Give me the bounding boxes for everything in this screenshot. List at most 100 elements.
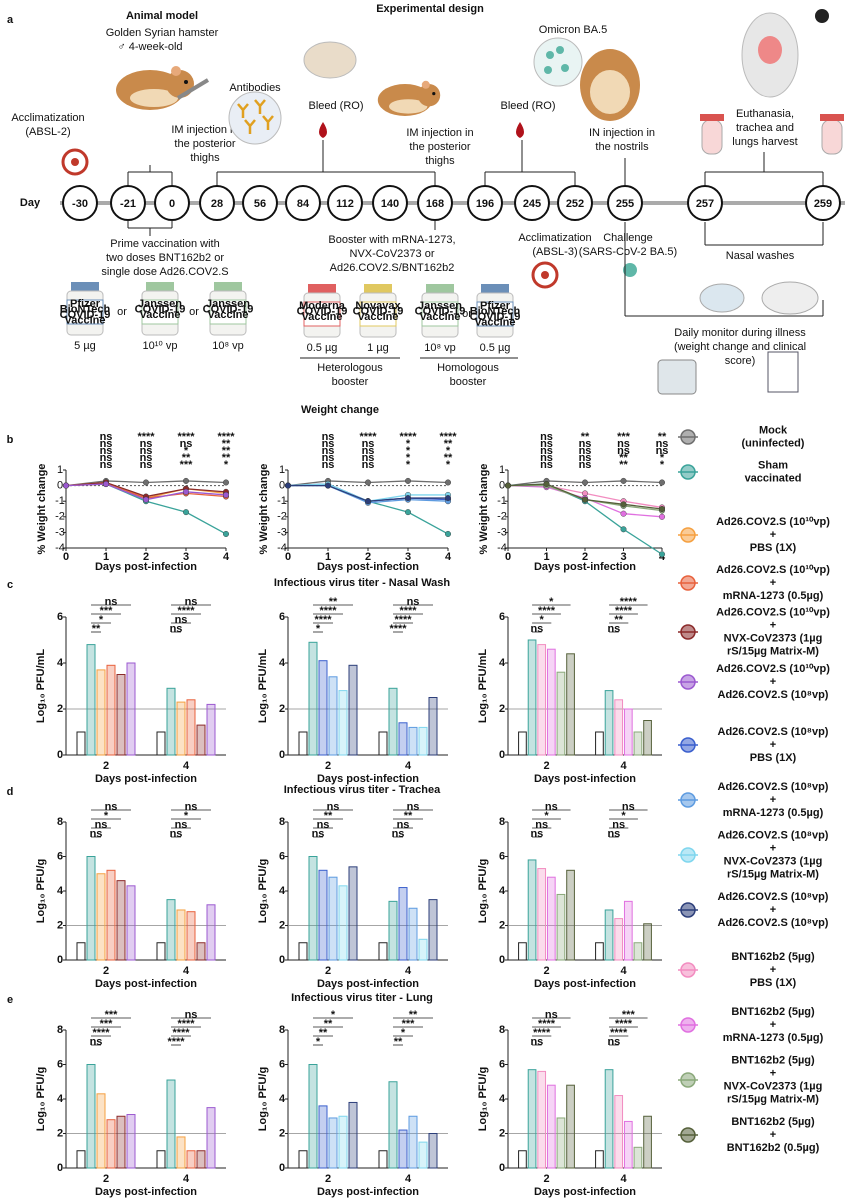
legend-label: BNT162b2 (5µg): [731, 951, 815, 963]
y-tick-label: 2: [279, 703, 285, 715]
y-tick-label: -1: [55, 495, 65, 507]
point: [582, 496, 589, 503]
vial-label: [359, 301, 397, 327]
bar: [318, 1105, 328, 1169]
y-axis-label: Log₁₀ PFU/g: [477, 859, 489, 924]
legend-label: Ad26.COV2.S (10⁸vp): [718, 781, 829, 793]
significance-label: ns: [607, 828, 620, 840]
y-tick-label: 8: [279, 1024, 285, 1036]
y-tick-label: 2: [279, 919, 285, 931]
bar: [418, 726, 428, 756]
y-tick-label: 2: [499, 919, 505, 931]
vial-text: Janssen: [206, 298, 250, 310]
significance-label: **: [222, 438, 231, 450]
legend-marker: [680, 575, 696, 591]
bar: [308, 1064, 318, 1169]
legend-label: PBS (1X): [750, 752, 797, 764]
text: thighs: [425, 155, 455, 167]
x-tick-label: 1: [325, 551, 331, 563]
vial-text: Vaccine: [302, 311, 343, 323]
bar: [378, 1150, 388, 1169]
y-tick-label: 4: [499, 885, 506, 897]
significance-label: ****: [533, 1027, 551, 1039]
bar: [106, 664, 116, 756]
y-axis-label: Log₁₀ PFU/g: [257, 859, 269, 924]
significance-label: ns: [362, 445, 375, 457]
point: [63, 482, 70, 489]
bar: [398, 1129, 408, 1169]
text: Heterologous: [317, 362, 383, 374]
text: Booster with mRNA-1273,: [328, 234, 455, 246]
y-tick-label: 1: [499, 464, 505, 476]
y-tick-label: 6: [57, 611, 63, 623]
point: [405, 495, 412, 502]
day-label: 259: [814, 198, 832, 210]
point: [365, 498, 372, 505]
text: Acclimatization: [518, 232, 591, 244]
day-circle: [607, 185, 643, 221]
bar: [156, 731, 166, 756]
significance-label: ****: [177, 431, 195, 443]
x-tick-label: 2: [103, 1173, 109, 1185]
dose-label: 10⁸ vp: [212, 340, 244, 352]
significance-label: *: [224, 459, 229, 471]
day-label: -30: [72, 198, 88, 210]
bar: [623, 708, 633, 756]
vial-cap: [426, 284, 454, 293]
significance-label: ns: [95, 819, 108, 831]
x-tick-label: 2: [543, 965, 549, 977]
significance-label: ns: [540, 445, 553, 457]
significance-label: ns: [617, 438, 630, 450]
y-tick-label: 2: [499, 1127, 505, 1139]
y-tick-label: 6: [499, 1058, 505, 1070]
skull-icon: [815, 9, 829, 23]
significance-label: **: [319, 1027, 328, 1039]
antibody: [262, 115, 274, 130]
day-circle: [372, 185, 408, 221]
vial-cap: [214, 282, 242, 291]
bar: [338, 885, 348, 961]
bar: [318, 660, 328, 756]
virus-bubble: [533, 37, 583, 87]
significance-label: *: [184, 445, 189, 457]
legend-marker: [680, 624, 696, 640]
y-tick-label: 0: [279, 480, 285, 492]
bar: [614, 918, 624, 961]
significance-label: *: [401, 1027, 406, 1039]
significance-label: ns: [322, 452, 335, 464]
significance-label: **: [394, 1036, 403, 1048]
significance-label: ****: [314, 614, 332, 626]
text: (SARS-CoV-2 BA.5): [579, 246, 677, 258]
significance-label: ns: [407, 596, 420, 608]
bar: [196, 724, 206, 756]
x-tick-label: 4: [183, 1173, 190, 1185]
significance-label: ns: [622, 801, 635, 813]
bar: [116, 674, 126, 756]
x-axis-label: Days post-infection: [95, 561, 197, 573]
bar: [76, 731, 86, 756]
axis-label: Day: [20, 197, 41, 209]
y-tick-label: 6: [57, 850, 63, 862]
day-label: 257: [696, 198, 714, 210]
tube-cap: [700, 114, 724, 121]
day-label: 252: [566, 198, 584, 210]
text: (weight change and clinical: [674, 341, 806, 353]
vial-cap: [71, 282, 99, 291]
legend-label: Ad26.COV2.S (10¹⁰vp): [716, 606, 830, 618]
point: [620, 477, 627, 484]
significance-label: ns: [105, 596, 118, 608]
text: Acclimatization: [11, 112, 84, 124]
significance-label: ***: [622, 1009, 636, 1021]
significance-label: ns: [579, 452, 592, 464]
bar: [106, 1119, 116, 1169]
bar: [378, 731, 388, 756]
significance-label: ns: [90, 828, 103, 840]
significance-label: *: [406, 459, 411, 471]
legend-marker: [680, 962, 696, 978]
significance-label: ****: [439, 431, 457, 443]
x-tick-label: 2: [582, 551, 588, 563]
y-tick-label: 0: [499, 480, 505, 492]
x-axis-label: Days post-infection: [534, 773, 636, 785]
bar: [398, 887, 408, 961]
legend-label: Mock: [759, 424, 788, 436]
